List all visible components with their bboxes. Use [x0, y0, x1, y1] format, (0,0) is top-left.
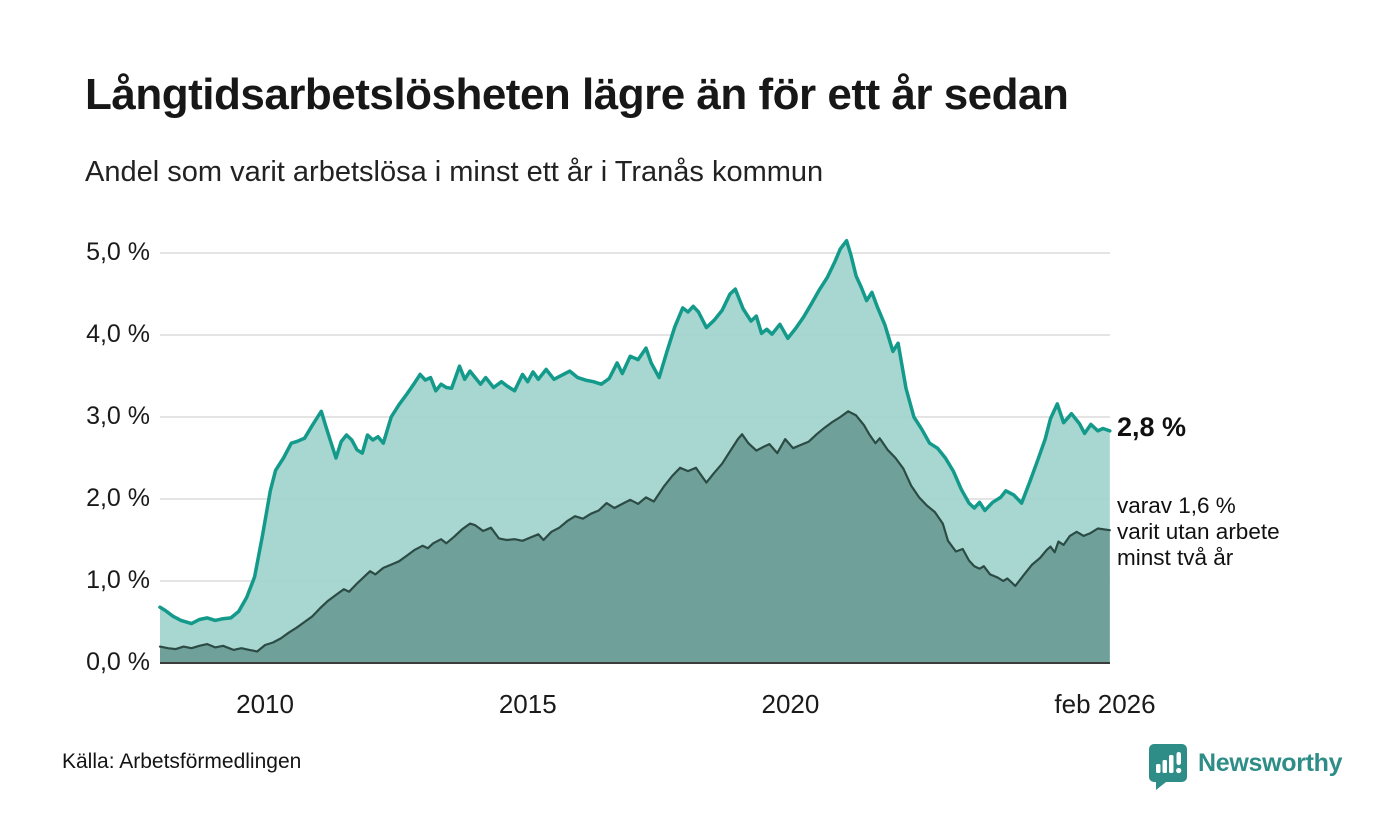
end-value-label-two-years: varav 1,6 % varit utan arbete minst två … [1117, 493, 1280, 571]
annotation-line-3: minst två år [1117, 545, 1234, 570]
annotation-line-2: varit utan arbete [1117, 519, 1280, 544]
x-axis-tick-label: feb 2026 [1054, 689, 1156, 719]
x-axis-tick-label: 2015 [498, 689, 557, 719]
x-axis-tick-label: 2020 [761, 689, 820, 719]
chart-subtitle: Andel som varit arbetslösa i minst ett å… [85, 156, 824, 188]
end-value-label-one-year: 2,8 % [1117, 412, 1187, 442]
annotation-line-1: varav 1,6 % [1117, 493, 1236, 518]
y-axis-tick-label: 0,0 % [86, 648, 150, 676]
source-attribution: Källa: Arbetsförmedlingen [62, 750, 302, 773]
page-title: Långtidsarbetslösheten lägre än för ett … [85, 70, 1069, 119]
x-axis-tick-label: 2010 [236, 689, 294, 719]
y-axis-tick-label: 1,0 % [86, 566, 150, 594]
newsworthy-wordmark: Newsworthy [1198, 749, 1343, 777]
line-series-1 [158, 238, 1112, 626]
line-series-2 [158, 410, 1111, 653]
y-axis-tick-label: 4,0 % [86, 320, 150, 348]
newsworthy-logo: Newsworthy [1148, 743, 1343, 796]
area-series-2 [160, 411, 1110, 663]
y-axis-tick-label: 3,0 % [86, 402, 150, 430]
newsworthy-speech-bubble-chart-icon [1148, 743, 1188, 796]
y-axis-tick-label: 5,0 % [86, 238, 150, 266]
y-axis-tick-label: 2,0 % [86, 484, 150, 512]
